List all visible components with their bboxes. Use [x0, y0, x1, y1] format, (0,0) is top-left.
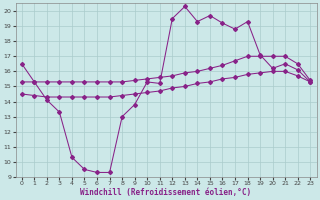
X-axis label: Windchill (Refroidissement éolien,°C): Windchill (Refroidissement éolien,°C)	[80, 188, 252, 197]
